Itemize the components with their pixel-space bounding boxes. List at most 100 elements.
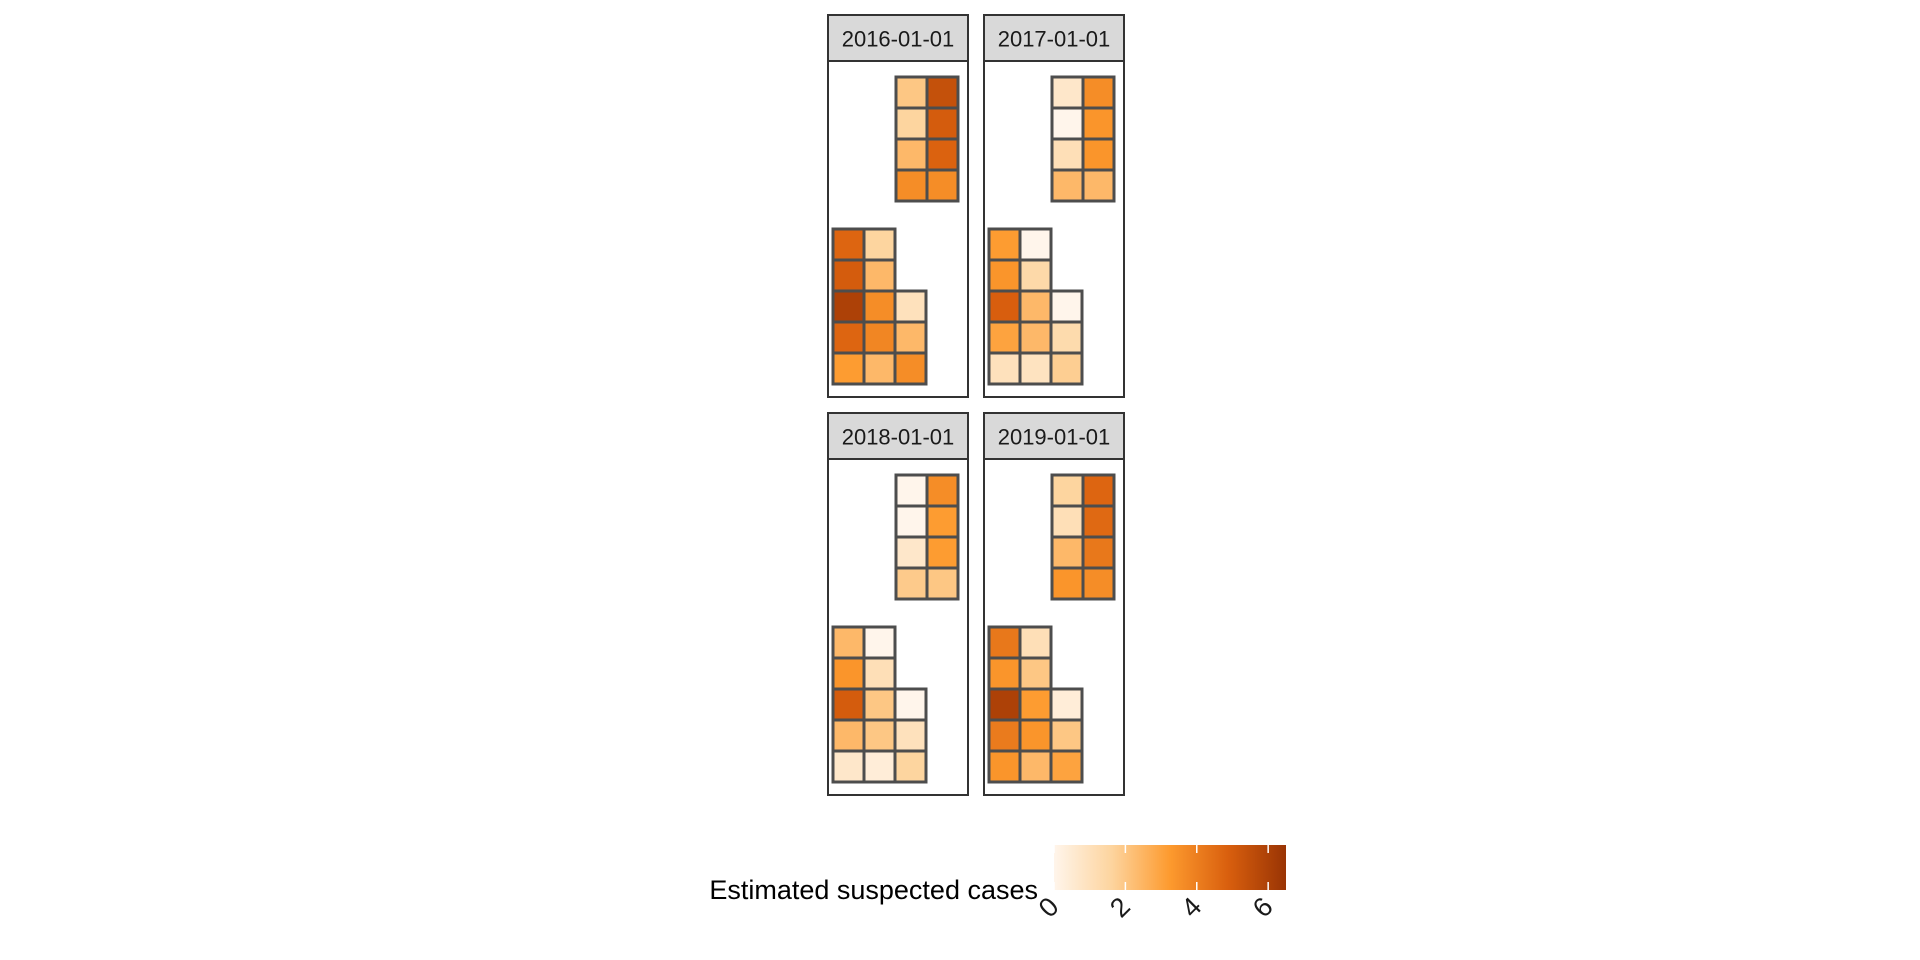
heatmap-tile bbox=[1049, 687, 1084, 722]
heatmap-tile bbox=[1050, 106, 1085, 141]
heatmap-tile bbox=[1049, 289, 1084, 324]
heatmap-tile bbox=[925, 75, 960, 110]
heatmap-tile bbox=[987, 656, 1022, 691]
legend-title: Estimated suspected cases bbox=[709, 875, 1038, 905]
heatmap-tile bbox=[894, 106, 929, 141]
facet-panel: 2016-01-01 bbox=[827, 14, 969, 398]
heatmap-tile bbox=[1081, 168, 1116, 203]
heatmap-tile bbox=[1049, 320, 1084, 355]
heatmap-tile bbox=[925, 137, 960, 172]
heatmap-tile bbox=[893, 749, 928, 784]
heatmap-tile bbox=[831, 258, 866, 293]
heatmap-tile bbox=[894, 504, 929, 539]
legend-tick-label: 6 bbox=[1247, 891, 1279, 923]
heatmap-tile bbox=[1050, 504, 1085, 539]
heatmap-tile bbox=[1018, 718, 1053, 753]
heatmap-tile bbox=[925, 168, 960, 203]
heatmap-tile bbox=[862, 227, 897, 262]
heatmap-tile bbox=[893, 718, 928, 753]
heatmap-tile bbox=[1018, 625, 1053, 660]
heatmap-tile bbox=[925, 106, 960, 141]
heatmap-tile bbox=[831, 687, 866, 722]
heatmap-tile bbox=[862, 718, 897, 753]
heatmap-tile bbox=[1081, 535, 1116, 570]
heatmap-tile bbox=[1050, 168, 1085, 203]
facet-panel: 2017-01-01 bbox=[983, 14, 1125, 398]
heatmap-tile bbox=[1050, 75, 1085, 110]
heatmap-tile bbox=[894, 168, 929, 203]
heatmap-tile bbox=[1018, 656, 1053, 691]
heatmap-tile bbox=[894, 473, 929, 508]
heatmap-tile bbox=[1018, 351, 1053, 386]
heatmap-tile bbox=[987, 718, 1022, 753]
heatmap-tile bbox=[987, 289, 1022, 324]
heatmap-tile bbox=[894, 535, 929, 570]
heatmap-tile bbox=[831, 320, 866, 355]
heatmap-tile bbox=[987, 749, 1022, 784]
facet-strip-label: 2016-01-01 bbox=[842, 27, 955, 52]
heatmap-tile bbox=[1049, 718, 1084, 753]
heatmap-tile bbox=[831, 656, 866, 691]
heatmap-tile bbox=[862, 656, 897, 691]
facet-strip-label: 2017-01-01 bbox=[998, 27, 1111, 52]
legend-tick-label: 4 bbox=[1176, 891, 1208, 923]
heatmap-tile bbox=[1018, 749, 1053, 784]
heatmap-tile bbox=[987, 687, 1022, 722]
heatmap-tile bbox=[987, 351, 1022, 386]
heatmap-tile bbox=[831, 749, 866, 784]
heatmap-tile bbox=[1050, 473, 1085, 508]
heatmap-tile bbox=[1081, 504, 1116, 539]
heatmap-tile bbox=[862, 749, 897, 784]
legend: Estimated suspected cases 0 2 4 6 bbox=[709, 845, 1286, 923]
heatmap-tile bbox=[894, 75, 929, 110]
heatmap-tile bbox=[925, 504, 960, 539]
heatmap-tile bbox=[1081, 106, 1116, 141]
heatmap-tile bbox=[925, 535, 960, 570]
facet-strip bbox=[827, 14, 969, 62]
heatmap-tile bbox=[1050, 137, 1085, 172]
heatmap-tile bbox=[893, 289, 928, 324]
heatmap-tile bbox=[1081, 473, 1116, 508]
heatmap-tile bbox=[862, 320, 897, 355]
heatmap-tile bbox=[831, 625, 866, 660]
heatmap-tile bbox=[831, 718, 866, 753]
heatmap-tile bbox=[862, 258, 897, 293]
heatmap-tile bbox=[894, 566, 929, 601]
legend-colorbar bbox=[1054, 845, 1286, 890]
heatmap-tile bbox=[894, 137, 929, 172]
heatmap-tile bbox=[1081, 75, 1116, 110]
heatmap-tile bbox=[831, 227, 866, 262]
heatmap-tile bbox=[862, 351, 897, 386]
heatmap-tile bbox=[1049, 749, 1084, 784]
heatmap-tile bbox=[987, 258, 1022, 293]
facet-strip-label: 2019-01-01 bbox=[998, 425, 1111, 450]
facet-panels: 2016-01-01 2017-01-01 2018-01-01 2019-01-01 bbox=[827, 14, 1125, 796]
facet-panel: 2019-01-01 bbox=[983, 412, 1125, 796]
heatmap-tile bbox=[925, 473, 960, 508]
heatmap-tile bbox=[862, 687, 897, 722]
heatmap-tile bbox=[862, 289, 897, 324]
heatmap-tile bbox=[893, 687, 928, 722]
heatmap-tile bbox=[925, 566, 960, 601]
heatmap-tile bbox=[1018, 687, 1053, 722]
facet-panel: 2018-01-01 bbox=[827, 412, 969, 796]
facet-strip-label: 2018-01-01 bbox=[842, 425, 955, 450]
heatmap-tile bbox=[862, 625, 897, 660]
legend-tick-label: 2 bbox=[1104, 891, 1136, 923]
heatmap-tile bbox=[1050, 566, 1085, 601]
heatmap-tile bbox=[987, 625, 1022, 660]
heatmap-tile bbox=[1018, 289, 1053, 324]
heatmap-tile bbox=[893, 320, 928, 355]
heatmap-tile bbox=[1081, 566, 1116, 601]
heatmap-tile bbox=[1050, 535, 1085, 570]
heatmap-tile bbox=[831, 289, 866, 324]
heatmap-tile bbox=[1081, 137, 1116, 172]
heatmap-tile bbox=[1018, 258, 1053, 293]
heatmap-tile bbox=[1018, 320, 1053, 355]
heatmap-tile bbox=[1018, 227, 1053, 262]
heatmap-tile bbox=[831, 351, 866, 386]
heatmap-tile bbox=[1049, 351, 1084, 386]
legend-tick-label: 0 bbox=[1033, 891, 1065, 923]
heatmap-tile bbox=[987, 227, 1022, 262]
